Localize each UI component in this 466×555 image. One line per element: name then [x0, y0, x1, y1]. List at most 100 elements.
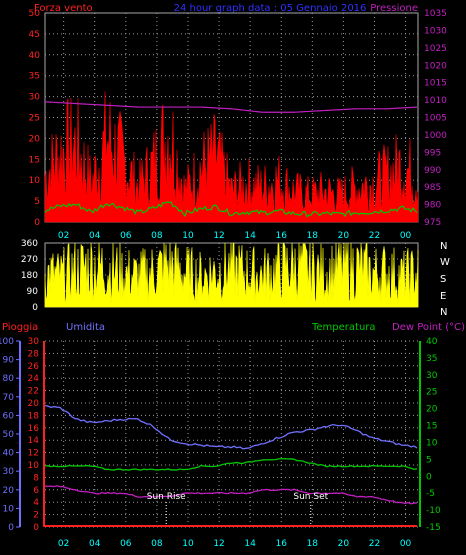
- direction-y-tick-label: 270: [21, 255, 38, 265]
- pressure-y-tick-label: 1025: [424, 44, 447, 54]
- wind-axis-title: Forza vento: [34, 3, 93, 14]
- pressure-series: [44, 101, 418, 113]
- pressure-y-tick-label: 990: [424, 166, 441, 176]
- temperature-y-tick-label: 30: [426, 371, 438, 381]
- pressure-y-tick-label: 1005: [424, 114, 447, 124]
- lower-x-tick-label: 16: [276, 539, 288, 549]
- temperature-y-tick-label: 10: [426, 438, 438, 448]
- temperature-y-tick-label: 35: [426, 354, 437, 364]
- lower-x-tick-label: 22: [369, 539, 380, 549]
- pressure-y-tick-label: 995: [424, 148, 441, 158]
- wind-y-tick-label: 15: [29, 155, 40, 165]
- lower-x-tick-label: 14: [244, 539, 256, 549]
- rain-y-tick-label: 12: [28, 449, 39, 459]
- rain-y-tick-label: 24: [28, 374, 40, 384]
- pressure-y-tick-label: 1030: [424, 26, 447, 36]
- compass-e: E: [440, 291, 446, 302]
- wind-average-series: [44, 201, 418, 218]
- temperature-axis-title: Temperatura: [311, 322, 376, 333]
- wind-x-tick-label: 10: [182, 231, 194, 241]
- sunset-label: Sun Set: [293, 492, 328, 502]
- rain-axis-title: Pioggia: [2, 322, 38, 333]
- rain-y-tick-label: 0: [33, 523, 39, 533]
- rain-y-tick-label: 10: [28, 461, 40, 471]
- temperature-y-tick-label: 25: [426, 388, 437, 398]
- humidity-y-tick-label: 0: [8, 523, 14, 533]
- wind-y-tick-label: 10: [29, 176, 41, 186]
- humidity-y-tick-label: 50: [3, 430, 15, 440]
- pressure-y-tick-label: 975: [424, 218, 441, 228]
- temperature-y-tick-label: 20: [426, 405, 438, 415]
- wind-y-tick-label: 30: [29, 93, 41, 103]
- wind-y-tick-label: 35: [29, 72, 40, 82]
- humidity-y-tick-label: 90: [3, 356, 15, 366]
- lower-x-tick-label: 08: [151, 539, 163, 549]
- rain-y-tick-label: 28: [28, 349, 40, 359]
- wind-x-tick-label: 12: [213, 231, 224, 241]
- humidity-y-tick-label: 40: [3, 449, 15, 459]
- dewpoint-axis-title: Dew Point (°C): [392, 322, 465, 333]
- wind-x-tick-label: 20: [338, 231, 350, 241]
- wind-y-tick-label: 45: [29, 30, 40, 40]
- humidity-y-tick-label: 80: [3, 374, 15, 384]
- rain-y-tick-label: 8: [33, 473, 39, 483]
- pressure-y-tick-label: 1015: [424, 79, 447, 89]
- pressure-y-tick-label: 1020: [424, 61, 447, 71]
- wind-speed-series: [44, 91, 419, 223]
- dewpoint-series: [44, 485, 418, 505]
- temperature-y-tick-label: 15: [426, 422, 437, 432]
- wind-x-tick-label: 02: [58, 231, 69, 241]
- wind-y-tick-label: 0: [34, 218, 40, 228]
- compass-n-top: N: [440, 241, 447, 252]
- wind-x-tick-label: 04: [89, 231, 101, 241]
- pressure-y-tick-label: 1035: [424, 9, 447, 19]
- rain-y-tick-label: 4: [33, 498, 39, 508]
- wind-x-tick-label: 16: [276, 231, 288, 241]
- wind-x-tick-label: 14: [244, 231, 256, 241]
- pressure-y-tick-label: 980: [424, 201, 441, 211]
- humidity-axis-title: Umidita: [66, 322, 105, 333]
- chart-title: 24 hour graph data : 05 Gennaio 2016: [174, 3, 367, 14]
- compass-n-bottom: N: [440, 307, 447, 318]
- wind-y-tick-label: 5: [34, 197, 40, 207]
- temperature-y-tick-label: -10: [426, 506, 441, 516]
- temperature-y-tick-label: 0: [426, 472, 432, 482]
- lower-x-tick-label: 12: [213, 539, 224, 549]
- direction-y-tick-label: 90: [27, 287, 39, 297]
- rain-y-tick-label: 26: [28, 362, 40, 372]
- direction-y-tick-label: 0: [32, 303, 38, 313]
- compass-s: S: [440, 274, 446, 285]
- lower-x-tick-label: 18: [307, 539, 319, 549]
- rain-y-tick-label: 6: [33, 486, 39, 496]
- lower-x-tick-label: 10: [182, 539, 194, 549]
- wind-y-tick-label: 50: [29, 9, 41, 19]
- rain-y-tick-label: 16: [28, 424, 40, 434]
- humidity-y-tick-label: 10: [3, 504, 15, 514]
- rain-y-tick-label: 18: [28, 411, 40, 421]
- lower-x-tick-label: 20: [338, 539, 350, 549]
- humidity-y-tick-label: 100: [0, 337, 14, 347]
- temperature-series: [44, 458, 418, 471]
- direction-y-tick-label: 180: [21, 271, 38, 281]
- temperature-y-tick-label: 40: [426, 337, 438, 347]
- pressure-y-tick-label: 985: [424, 183, 441, 193]
- humidity-temperature-chart: 0102030405060708090100024681012141618202…: [0, 337, 441, 549]
- wind-x-tick-label: 08: [151, 231, 163, 241]
- lower-x-tick-label: 00: [400, 539, 412, 549]
- wind-chart: 02 04 06 08 10 12 14 16 18 20 22 000510152025303540…: [29, 9, 448, 241]
- lower-x-tick-label: 06: [120, 539, 132, 549]
- humidity-y-tick-label: 30: [3, 467, 15, 477]
- direction-series: [44, 242, 419, 308]
- rain-y-tick-label: 30: [28, 337, 40, 347]
- temperature-y-tick-label: 5: [426, 455, 432, 465]
- lower-x-tick-label: 02: [58, 539, 69, 549]
- rain-y-tick-label: 14: [28, 436, 40, 446]
- rain-y-tick-label: 20: [28, 399, 40, 409]
- direction-y-tick-label: 360: [21, 239, 38, 249]
- wind-x-tick-label: 06: [120, 231, 132, 241]
- pressure-y-tick-label: 1010: [424, 96, 447, 106]
- wind-y-tick-label: 20: [29, 134, 41, 144]
- temperature-y-tick-label: -5: [426, 489, 435, 499]
